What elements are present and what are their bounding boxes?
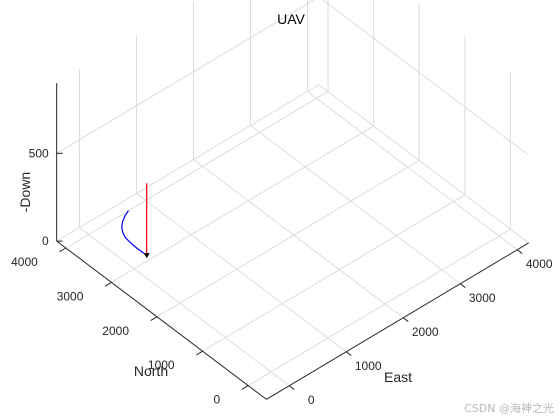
- north-tick-label: 2000: [102, 324, 129, 338]
- north-tick-mark: [241, 385, 249, 390]
- grid-layer: [56, 0, 529, 387]
- east-tick-label: 4000: [526, 257, 553, 271]
- watermark: CSDN @海神之光: [464, 402, 554, 415]
- floor-grid-line: [111, 125, 374, 283]
- floor-grid-line: [79, 227, 290, 387]
- z-tick-label: 500: [29, 146, 49, 160]
- z-tick-label: 0: [42, 234, 49, 248]
- east-tick-label: 0: [308, 393, 315, 407]
- north-tick-mark: [104, 281, 112, 287]
- y-axis-label: East: [384, 369, 412, 385]
- floor-grid-line: [247, 228, 511, 387]
- z-axis-label: -Down: [17, 172, 33, 212]
- uav-marker: [143, 253, 150, 259]
- wall-grid-line: [56, 84, 320, 242]
- north-tick-label: 1000: [148, 358, 175, 372]
- chart-title: UAV: [277, 11, 305, 27]
- wall-grid-line: [322, 0, 529, 156]
- east-tick-mark: [345, 351, 352, 356]
- floor-grid-line: [250, 125, 461, 285]
- east-tick-mark: [288, 385, 295, 390]
- north-tick-mark: [196, 350, 203, 356]
- wall-grid-line: [318, 84, 529, 244]
- north-tick-mark: [150, 316, 158, 321]
- north-axis-line: [56, 240, 267, 400]
- east-tick-mark: [516, 249, 523, 254]
- x-axis-label: North: [134, 363, 168, 379]
- trajectory-line: [121, 210, 148, 256]
- east-tick-label: 2000: [412, 325, 439, 339]
- east-tick-mark: [402, 317, 409, 322]
- north-tick-label: 3000: [57, 289, 84, 303]
- floor-grid-line: [307, 91, 518, 251]
- east-axis-line: [266, 242, 529, 400]
- wall-grid-line: [56, 0, 315, 154]
- floor-grid-line: [193, 159, 404, 319]
- east-tick-mark: [459, 283, 466, 288]
- floor-grid-line: [156, 159, 420, 318]
- north-tick-mark: [59, 247, 67, 253]
- data-layer: [121, 183, 150, 259]
- floor-grid-line: [136, 193, 347, 353]
- axis-layer: [56, 83, 529, 400]
- north-tick-label: 0: [214, 393, 221, 407]
- floor-grid-line: [202, 194, 466, 352]
- floor-grid-line: [65, 91, 329, 249]
- north-tick-label: 4000: [11, 255, 38, 269]
- east-tick-label: 1000: [355, 359, 382, 373]
- east-tick-label: 3000: [469, 291, 496, 305]
- tick-layer: 0 1000 2000 3000 4000 0 1000 2000 3000 4000 0 500: [11, 146, 553, 406]
